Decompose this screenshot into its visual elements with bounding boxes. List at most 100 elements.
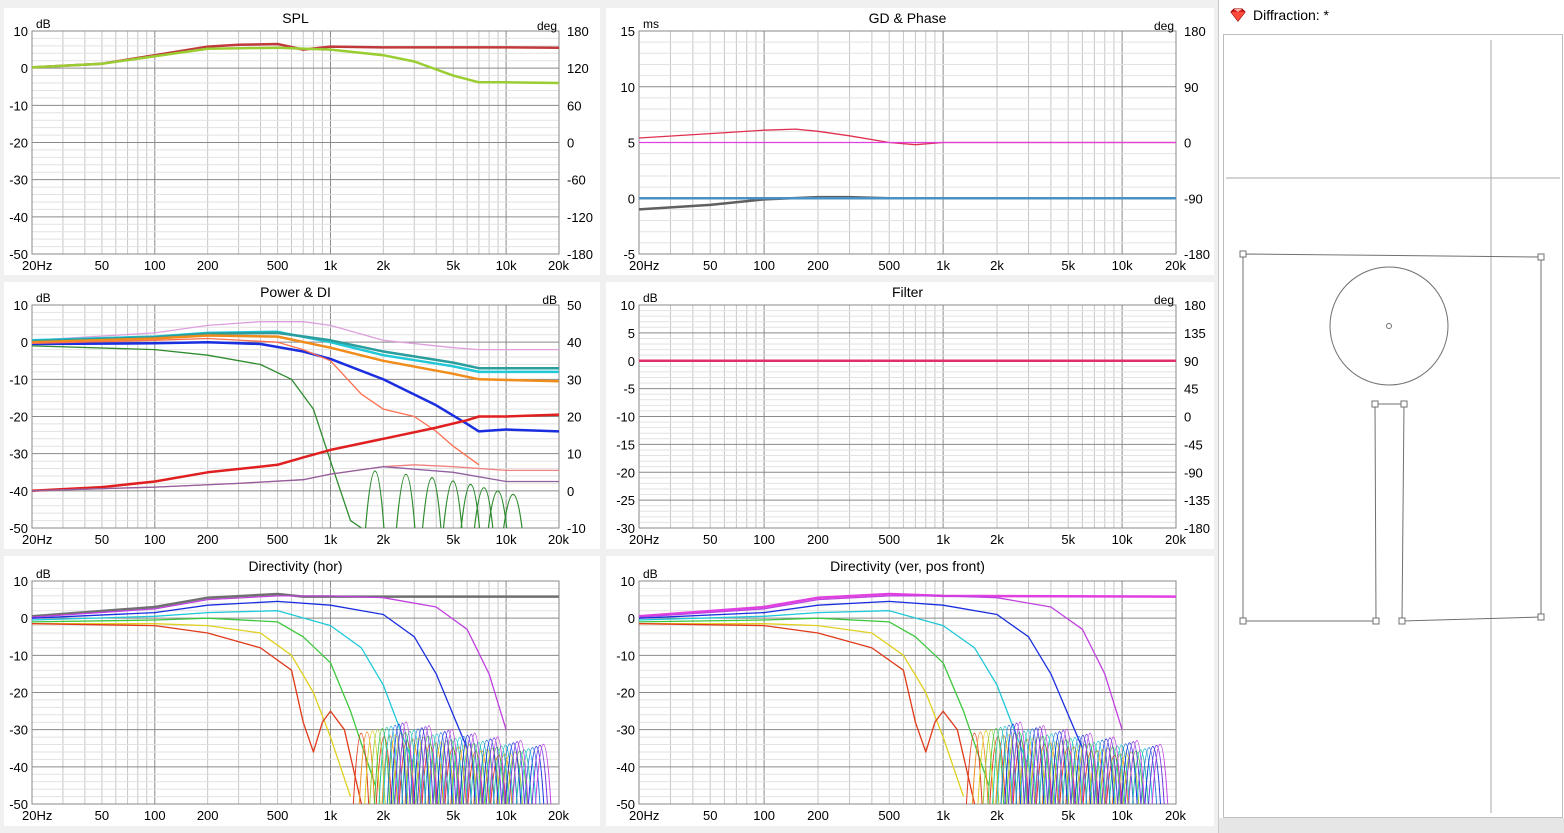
left-unit-label: dB <box>36 567 51 581</box>
plot-frame <box>638 580 1177 805</box>
right-tick-label: 0 <box>567 136 574 151</box>
lobe <box>1011 721 1029 804</box>
baffle-drawing[interactable] <box>1224 35 1562 817</box>
x-tick-label: 1k <box>324 258 338 273</box>
lobe <box>982 729 1000 804</box>
plot-frame <box>31 580 560 805</box>
right-tick-label: 180 <box>1184 24 1206 39</box>
x-tick-label: 200 <box>197 808 219 823</box>
left-tick-label: -10 <box>616 648 635 663</box>
baffle-outline[interactable] <box>1242 253 1542 622</box>
x-tick-label: 2k <box>990 258 1004 273</box>
driver-circle[interactable] <box>1329 266 1449 386</box>
left-tick-label: -25 <box>616 493 635 508</box>
x-tick-label: 50 <box>95 808 109 823</box>
left-tick-label: 0 <box>21 61 28 76</box>
x-tick-label: 5k <box>1061 808 1075 823</box>
diffraction-canvas[interactable] <box>1223 34 1563 818</box>
left-tick-label: -30 <box>616 521 635 536</box>
left-tick-label: -5 <box>623 382 635 397</box>
series-line <box>639 600 1083 749</box>
lobe <box>485 737 503 804</box>
series-line <box>639 595 1123 730</box>
x-tick-label: 2k <box>376 808 390 823</box>
panel-title: GD & Phase <box>869 10 947 26</box>
panel-title: Directivity (hor) <box>248 558 342 574</box>
x-tick-label: 5k <box>446 258 460 273</box>
lobe <box>415 736 432 804</box>
lobe <box>977 730 995 804</box>
left-tick-label: -10 <box>616 410 635 425</box>
lobe <box>1074 734 1091 804</box>
lobe <box>1144 746 1161 804</box>
diffraction-window[interactable]: Diffraction: * <box>1218 0 1564 833</box>
left-tick-label: -40 <box>9 760 28 775</box>
x-tick-label: 50 <box>703 258 717 273</box>
lobe <box>392 732 409 804</box>
x-tick-label: 100 <box>753 258 775 273</box>
lobe <box>381 735 398 804</box>
power-di-panel: Power & DI dB dB 10 0 -10 -20 -30 -40 -50 50 40 30 20… <box>4 282 600 549</box>
horizontal-scrollbar[interactable] <box>1219 818 1564 833</box>
right-tick-label: -120 <box>567 210 593 225</box>
filter-panel: Filter dB deg 10 5 0 -5 -10 -15 -20 -25 -30 180 135 90… <box>606 282 1214 549</box>
lobe <box>995 735 1012 804</box>
lobe <box>395 474 416 528</box>
lobe <box>1018 738 1036 804</box>
series-line <box>639 623 976 804</box>
lobe <box>1128 740 1145 804</box>
left-tick-label: 10 <box>621 574 635 589</box>
series-line <box>639 623 965 797</box>
x-tick-label: 200 <box>807 258 829 273</box>
lobe <box>508 741 526 804</box>
lobe <box>437 740 455 804</box>
left-tick-label: -10 <box>9 98 28 113</box>
right-tick-label: 120 <box>567 61 589 76</box>
lobe <box>466 732 483 804</box>
right-unit-label: deg <box>1154 293 1174 307</box>
x-tick-label: 100 <box>144 258 166 273</box>
lobe <box>1148 745 1165 804</box>
series-line <box>32 321 559 351</box>
x-tick-label: 5k <box>446 808 460 823</box>
lobe <box>413 727 430 804</box>
lobe <box>482 738 499 804</box>
x-tick-label: 20Hz <box>629 532 659 547</box>
left-tick-label: 5 <box>628 326 635 341</box>
x-tick-label: 10k <box>1112 258 1133 273</box>
grid <box>638 304 1177 529</box>
driver-center-marker[interactable] <box>1386 323 1392 329</box>
right-tick-label: 50 <box>567 298 581 313</box>
left-tick-label: -20 <box>616 686 635 701</box>
x-tick-label: 20k <box>548 532 569 547</box>
x-tick-label: 500 <box>878 808 900 823</box>
series-line <box>32 345 362 528</box>
x-tick-label: 1k <box>936 532 950 547</box>
x-tick-label: 20k <box>548 258 569 273</box>
panel-title: Directivity (ver, pos front) <box>830 558 985 574</box>
lobe <box>527 746 545 804</box>
x-tick-label: 500 <box>878 532 900 547</box>
green-lobes <box>364 470 523 528</box>
grid <box>638 580 1177 805</box>
series-line <box>32 592 559 618</box>
x-tick-label: 20k <box>1165 258 1186 273</box>
x-tick-label: 2k <box>376 258 390 273</box>
series-line <box>32 334 559 383</box>
vertex-handles[interactable] <box>1239 250 1545 625</box>
spl-panel: SPL dB deg 10 0 -10 -20 -30 -40 -50 180 120 60 0 -60 -1… <box>4 8 600 275</box>
lobe <box>364 730 381 804</box>
series-line <box>32 46 559 85</box>
series-line <box>32 610 415 768</box>
left-tick-label: 5 <box>628 136 635 151</box>
lobe <box>473 487 494 528</box>
diffraction-titlebar[interactable]: Diffraction: * <box>1219 0 1564 30</box>
series-line <box>32 600 468 749</box>
lobe <box>421 477 442 528</box>
x-tick-label: 20k <box>1165 808 1186 823</box>
lobe <box>390 724 407 804</box>
left-unit-label: ms <box>643 17 659 31</box>
diffraction-title: Diffraction: * <box>1253 7 1329 23</box>
